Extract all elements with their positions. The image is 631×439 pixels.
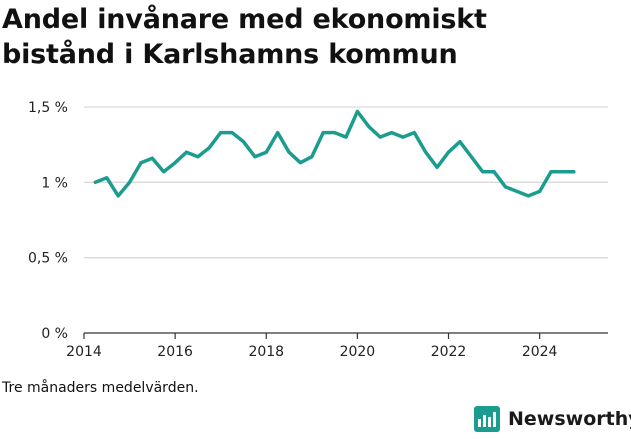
- chart-title-line-2: bistånd i Karlshamns kommun: [2, 39, 458, 70]
- y-tick-label: 1,5 %: [28, 100, 68, 116]
- chart-title: Andel invånare med ekonomiskt bistånd i …: [2, 2, 602, 72]
- chart-title-line-1: Andel invånare med ekonomiskt: [2, 4, 487, 35]
- x-tick-label: 2024: [522, 344, 558, 360]
- y-axis-ticks: 0 % 0,5 % 1 % 1,5 %: [28, 100, 68, 342]
- brand-logo: Newsworthy: [474, 406, 631, 432]
- series-group: [93, 109, 576, 198]
- x-tick-label: 2020: [340, 344, 376, 360]
- x-axis-ticks: 2014 2016 2018 2020 2022 2024: [66, 333, 558, 360]
- x-tick-label: 2018: [248, 344, 284, 360]
- bar-chart-icon: [474, 406, 500, 432]
- x-tick-label: 2016: [157, 344, 193, 360]
- y-tick-label: 0 %: [41, 326, 68, 342]
- chart-caption: Tre månaders medelvärden.: [2, 380, 199, 396]
- x-tick-label: 2022: [431, 344, 467, 360]
- brand-name: Newsworthy: [508, 408, 631, 430]
- y-tick-label: 1 %: [41, 175, 68, 191]
- gridlines: [84, 106, 608, 334]
- series-line-0: [93, 109, 576, 198]
- y-tick-label: 0,5 %: [28, 251, 68, 267]
- x-tick-label: 2014: [66, 344, 102, 360]
